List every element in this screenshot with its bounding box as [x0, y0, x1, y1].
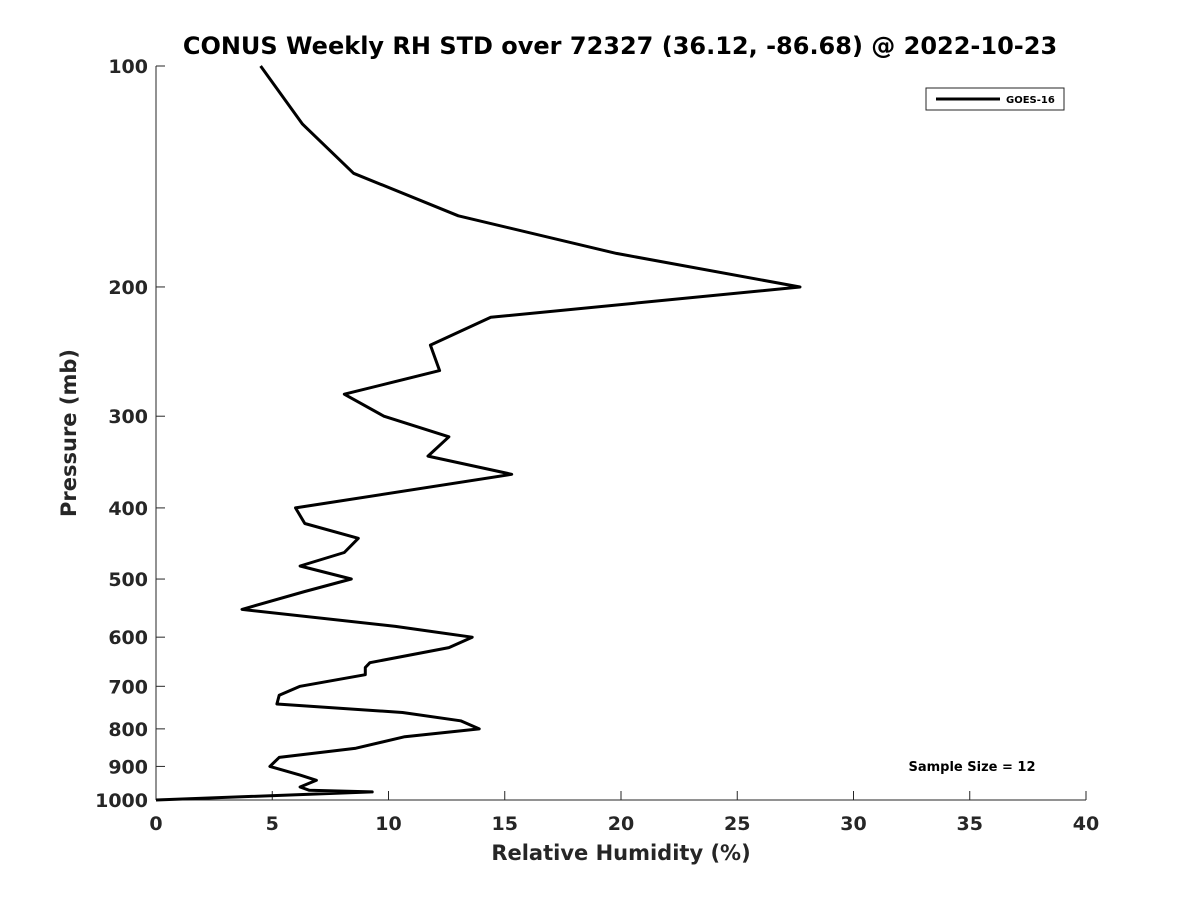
x-tick-label: 10: [375, 813, 401, 835]
y-tick-label: 700: [108, 676, 148, 698]
x-tick-label: 15: [492, 813, 518, 835]
x-tick-label: 35: [957, 813, 983, 835]
legend: GOES-16: [925, 87, 1065, 111]
x-tick-label: 25: [724, 813, 750, 835]
x-tick-label: 20: [608, 813, 634, 835]
chart-title: CONUS Weekly RH STD over 72327 (36.12, -…: [183, 32, 1057, 60]
y-tick-label: 900: [108, 756, 148, 778]
x-tick-label: 40: [1073, 813, 1099, 835]
x-axis-ticks: 0 5 10 15 20 25 30 35 40: [149, 791, 1099, 835]
x-tick-label: 5: [266, 813, 279, 835]
x-tick-label: 30: [840, 813, 866, 835]
y-tick-label: 800: [108, 719, 148, 741]
series-line-goes-16: [155, 65, 802, 802]
x-tick-label: 0: [149, 813, 162, 835]
y-tick-label: 300: [108, 406, 148, 428]
x-axis-label: Relative Humidity (%): [491, 841, 750, 865]
y-tick-label: 400: [108, 498, 148, 520]
sample-size-annotation: Sample Size = 12: [908, 760, 1035, 775]
y-tick-label: 1000: [95, 790, 148, 812]
y-axis-ticks: 100 200 300 400 500 600 700 800 900 1000: [95, 56, 165, 812]
series-group: [155, 65, 802, 802]
y-axis-label: Pressure (mb): [57, 349, 81, 517]
y-tick-label: 100: [108, 56, 148, 78]
y-tick-label: 200: [108, 277, 148, 299]
y-tick-label: 500: [108, 569, 148, 591]
legend-label: GOES-16: [1006, 95, 1055, 106]
y-tick-label: 600: [108, 627, 148, 649]
